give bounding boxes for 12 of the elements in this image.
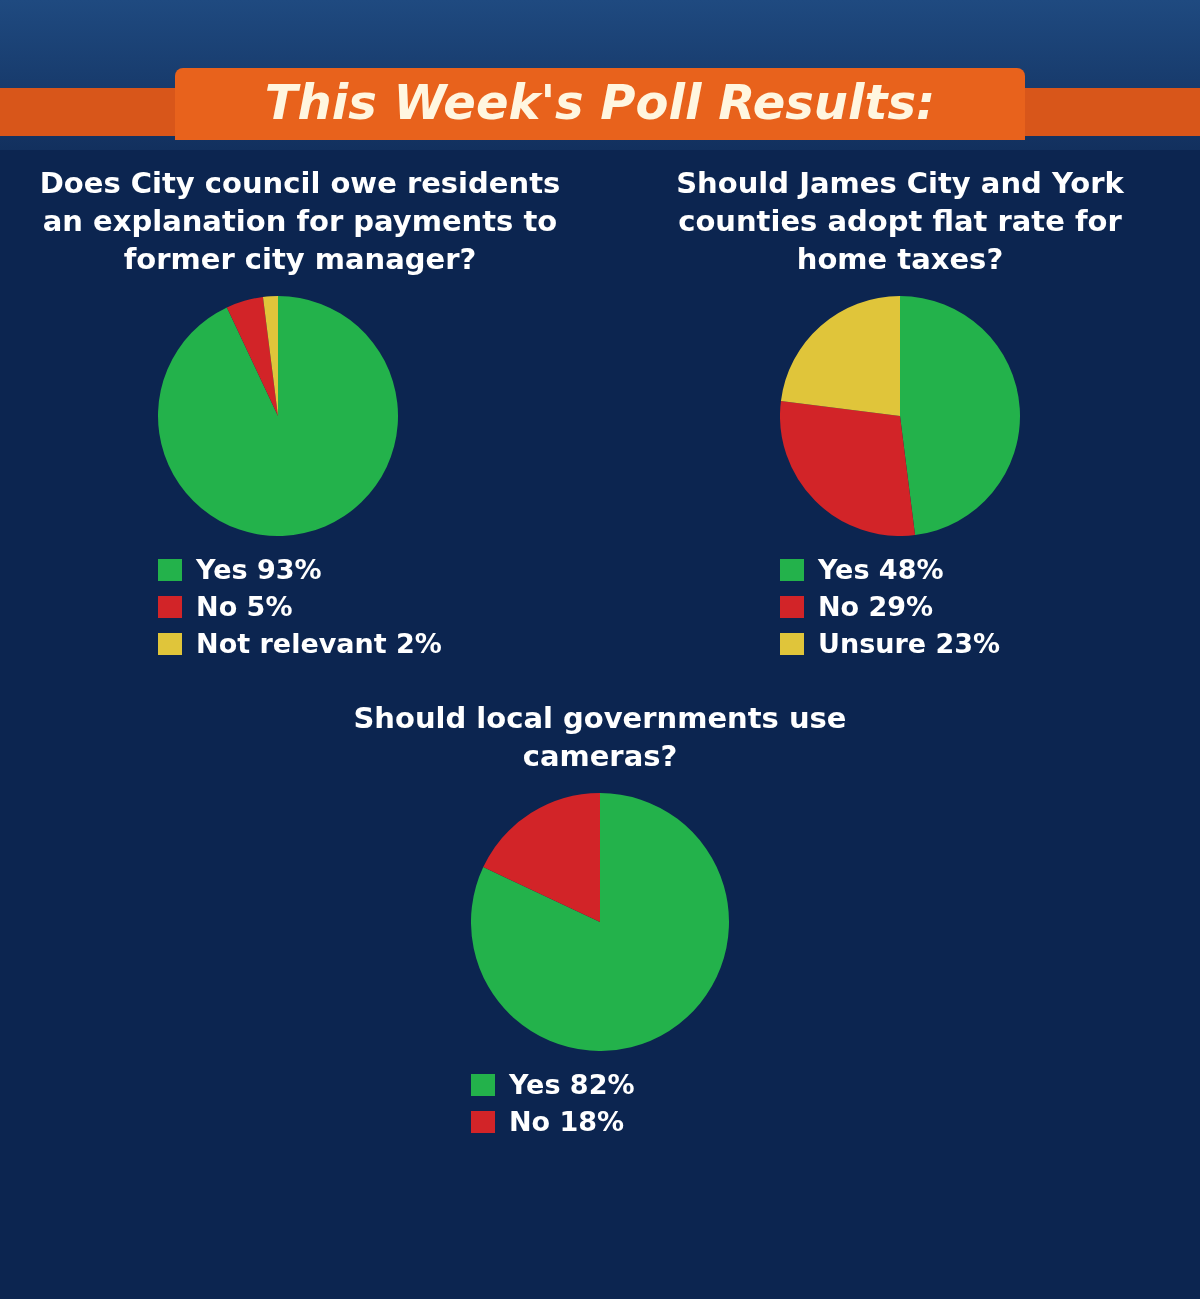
legend-label: No 5% (196, 591, 293, 622)
text: This Week's Poll Results: (174, 68, 1026, 140)
chart-title: Should local governments use cameras? (352, 700, 848, 775)
legend-label: Yes 93% (196, 554, 322, 585)
chart-title: Should James City and York counties adopt flat rate for home taxes? (675, 165, 1125, 278)
legend-label: No 18% (509, 1106, 625, 1137)
chart-title: Does City council owe residents an explanation for payments to former city manager? (38, 165, 562, 278)
legend-label: Unsure 23% (818, 628, 1001, 659)
legend-label: Not relevant 2% (196, 628, 442, 659)
legend-label: No 29% (818, 591, 934, 622)
legend-label: Yes 82% (509, 1069, 635, 1100)
legend-label: Yes 48% (818, 554, 944, 585)
